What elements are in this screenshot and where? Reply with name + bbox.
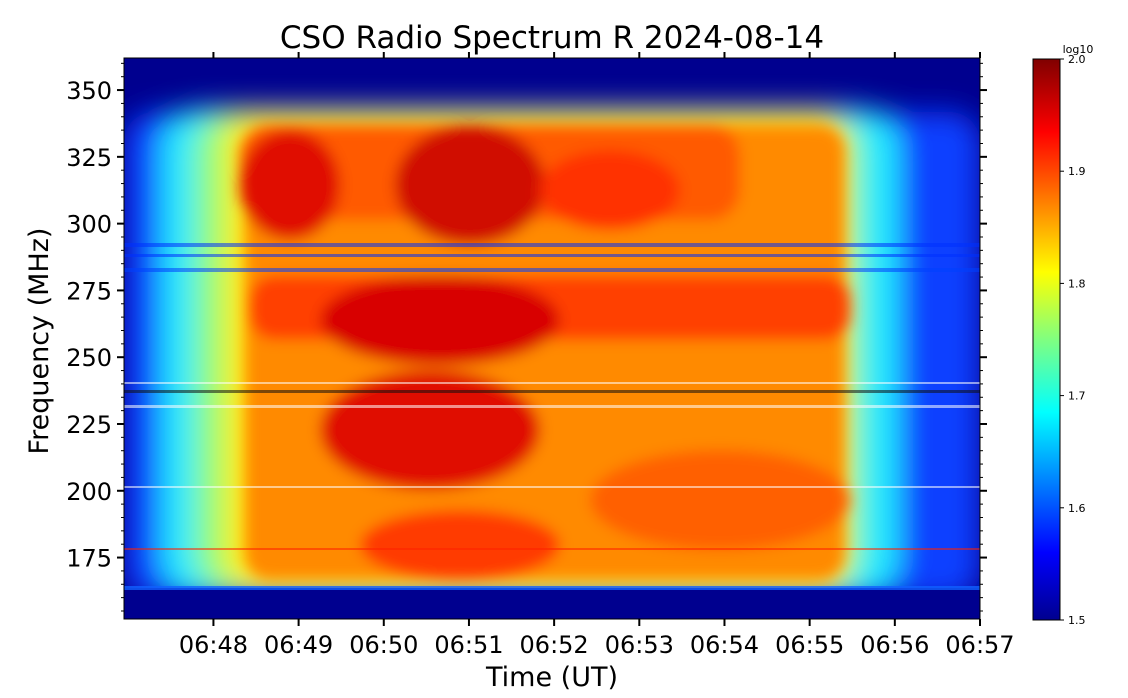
colorbar-gradient: [1032, 58, 1061, 621]
rfi-stripe: [124, 548, 980, 550]
burst-bottom-peak: [360, 510, 560, 580]
x-tick-label: 06:55: [775, 631, 844, 659]
x-tick-label: 06:51: [434, 631, 503, 659]
low-frequency-cutoff-band: [124, 588, 980, 619]
x-tick-label: 06:48: [179, 631, 248, 659]
y-tick-label: 200: [66, 478, 112, 506]
x-tick-label: 06:54: [690, 631, 759, 659]
y-tick-label: 225: [66, 411, 112, 439]
rfi-stripes: [124, 243, 980, 550]
colorbar-tick-label: 1.5: [1068, 614, 1086, 627]
x-axis: 06:48 06:49 06:50 06:51 06:52 06:53 06:54 06:55…: [179, 52, 1015, 659]
colorbar-tick-label: 1.7: [1068, 390, 1086, 403]
plot-frame: [123, 57, 981, 620]
colorbar-title: log10: [1063, 43, 1094, 56]
x-tick-label: 06:53: [605, 631, 674, 659]
burst-lower-right: [590, 450, 850, 550]
rfi-stripe: [124, 254, 980, 257]
chart-title: CSO Radio Spectrum R 2024-08-14: [280, 20, 824, 56]
y-axis: 175 200 225 250 275 300 325 350: [66, 62, 987, 612]
colorbar: log10 1.5 1.6 1.7 1.8 1.9 2.0: [1032, 43, 1094, 627]
y-axis-label: Frequency (MHz): [24, 228, 55, 455]
y-tick-label: 325: [66, 144, 112, 172]
y-tick-label: 250: [66, 344, 112, 372]
rfi-stripe: [124, 243, 980, 247]
y-tick-label: 350: [66, 77, 112, 105]
colorbar-ticks: 1.5 1.6 1.7 1.8 1.9 2.0: [1060, 53, 1086, 627]
y-tick-label: 300: [66, 211, 112, 239]
x-tick-label: 06:52: [520, 631, 589, 659]
rfi-stripe: [124, 486, 980, 488]
colorbar-tick-label: 1.6: [1068, 502, 1086, 515]
burst-mid-peak: [320, 275, 560, 365]
rfi-stripe: [124, 405, 980, 408]
x-tick-label: 06:50: [349, 631, 418, 659]
x-tick-label: 06:49: [264, 631, 333, 659]
rfi-stripe: [124, 382, 980, 384]
burst-peak-0649: [240, 130, 340, 240]
colorbar-tick-label: 2.0: [1068, 53, 1086, 66]
rfi-stripe: [124, 268, 980, 272]
low-frequency-edge: [124, 586, 980, 590]
burst-peak-0651: [395, 125, 545, 245]
y-tick-label: 175: [66, 545, 112, 573]
burst-peak-0652: [540, 150, 680, 230]
rfi-stripe: [124, 390, 980, 393]
x-tick-label: 06:57: [945, 631, 1014, 659]
x-tick-label: 06:56: [860, 631, 929, 659]
x-axis-label: Time (UT): [485, 662, 618, 693]
heatmap: [124, 58, 980, 619]
burst-lower-peak: [320, 370, 540, 490]
y-tick-label: 275: [66, 277, 112, 305]
colorbar-tick-label: 1.8: [1068, 277, 1086, 290]
colorbar-tick-label: 1.9: [1068, 165, 1086, 178]
